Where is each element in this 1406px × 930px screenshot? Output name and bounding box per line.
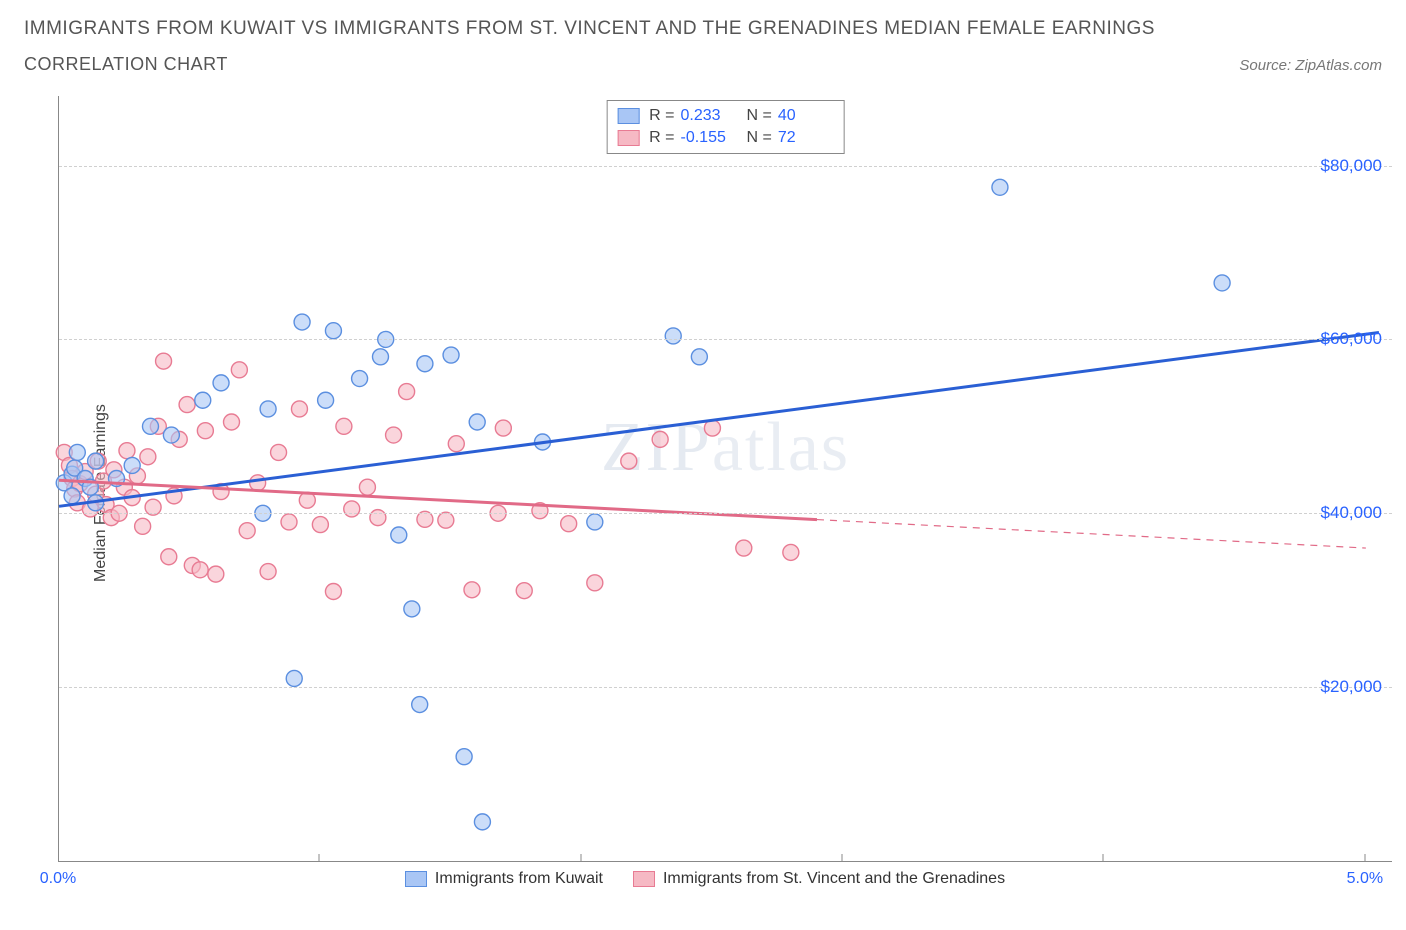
source-attribution: Source: ZipAtlas.com <box>1239 57 1382 74</box>
r-label-2: R = <box>649 127 674 149</box>
correlation-row-2: R = -0.155 N = 72 <box>617 127 834 149</box>
bottom-legend-item-2: Immigrants from St. Vincent and the Gren… <box>633 870 1005 888</box>
correlation-legend: R = 0.233 N = 40 R = -0.155 N = 72 <box>606 100 845 154</box>
ytick-label: $20,000 <box>1321 677 1382 697</box>
chart-title-line1: IMMIGRANTS FROM KUWAIT VS IMMIGRANTS FRO… <box>24 18 1382 40</box>
source-name: ZipAtlas.com <box>1295 57 1382 74</box>
bottom-legend: Immigrants from Kuwait Immigrants from S… <box>18 870 1392 888</box>
ytick-label: $60,000 <box>1321 329 1382 349</box>
xtick-label: 5.0% <box>1347 870 1383 888</box>
n-label-1: N = <box>747 105 772 127</box>
n-value-1: 40 <box>778 105 834 127</box>
r-value-1: 0.233 <box>681 105 737 127</box>
bottom-legend-item-1: Immigrants from Kuwait <box>405 870 603 888</box>
n-label-2: N = <box>747 127 772 149</box>
swatch-series-2 <box>617 130 639 146</box>
chart-title-line2: CORRELATION CHART <box>24 54 228 75</box>
chart-shell: Median Female Earnings ZIPatlas R = 0.23… <box>18 96 1392 890</box>
r-value-2: -0.155 <box>681 127 737 149</box>
n-value-2: 72 <box>778 127 834 149</box>
bottom-legend-label-1: Immigrants from Kuwait <box>435 870 603 888</box>
source-prefix: Source: <box>1239 57 1295 74</box>
bottom-swatch-1 <box>405 871 427 887</box>
xtick-label: 0.0% <box>40 870 76 888</box>
swatch-series-1 <box>617 108 639 124</box>
plot-svg <box>59 96 1392 861</box>
r-label-1: R = <box>649 105 674 127</box>
ytick-label: $80,000 <box>1321 156 1382 176</box>
bottom-swatch-2 <box>633 871 655 887</box>
bottom-legend-label-2: Immigrants from St. Vincent and the Gren… <box>663 870 1005 888</box>
plot-area: ZIPatlas R = 0.233 N = 40 R = -0.155 N =… <box>58 96 1392 862</box>
ytick-label: $40,000 <box>1321 503 1382 523</box>
correlation-row-1: R = 0.233 N = 40 <box>617 105 834 127</box>
chart-header: IMMIGRANTS FROM KUWAIT VS IMMIGRANTS FRO… <box>0 0 1406 79</box>
